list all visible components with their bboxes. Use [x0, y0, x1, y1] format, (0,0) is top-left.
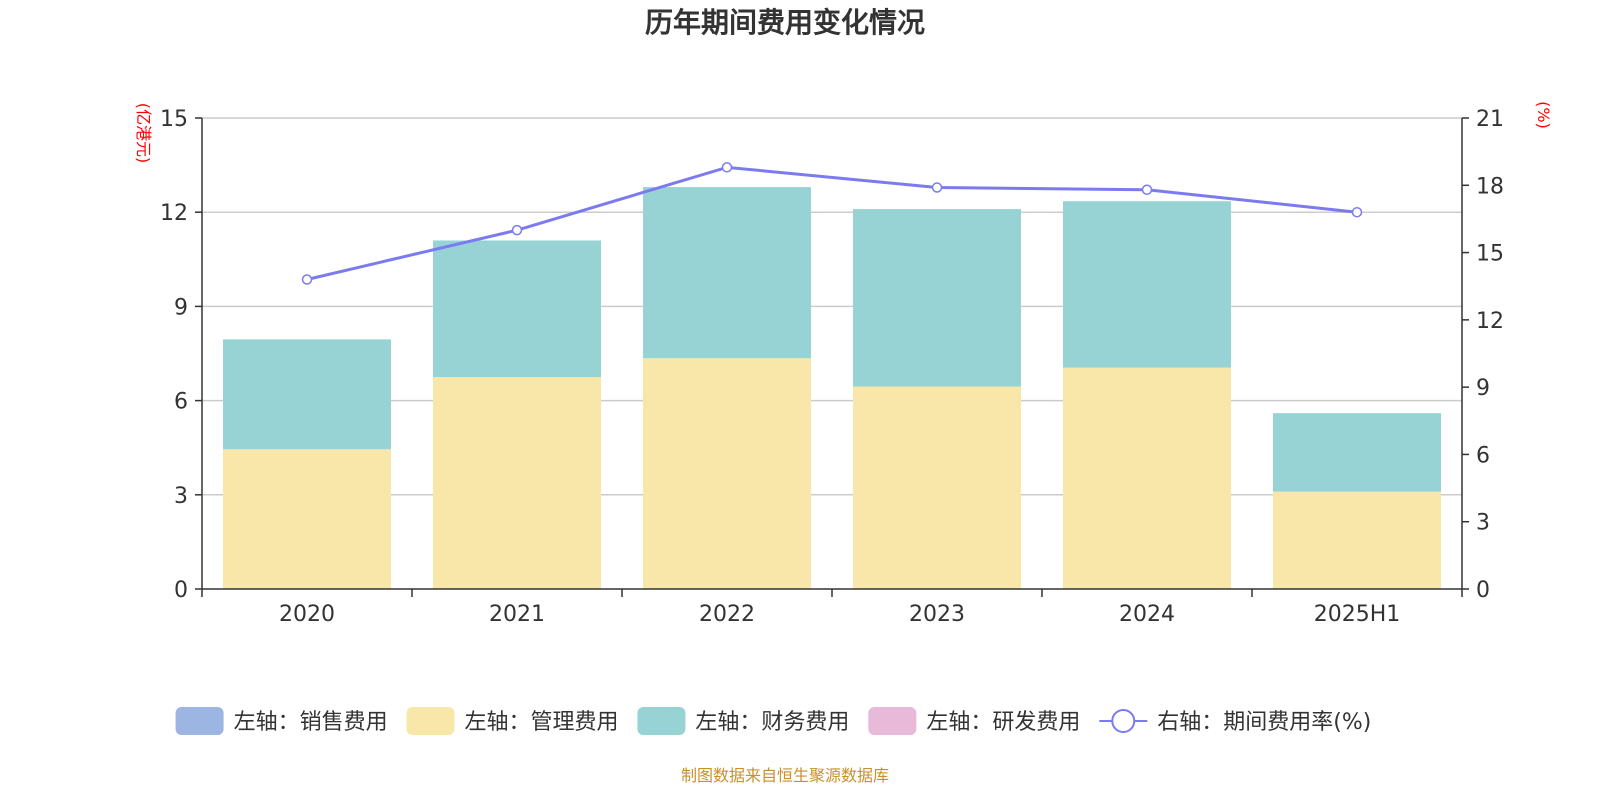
legend: 左轴：销售费用 左轴：管理费用 左轴：财务费用 左轴：研发费用 右轴：期间费用率(%): [175, 707, 1371, 735]
right-tick-label: 21: [1476, 107, 1504, 132]
bar-segment: [1273, 413, 1441, 492]
source-note: 制图数据来自恒生聚源数据库: [681, 766, 889, 785]
rate-point: [931, 182, 943, 193]
legend-swatch: [637, 707, 686, 735]
bars: [223, 187, 1441, 589]
bar-segment: [433, 377, 601, 589]
rate-point: [511, 224, 523, 236]
bar-segment: [1063, 201, 1231, 368]
left-axis-unit: (亿港元): [134, 103, 153, 164]
rate-line: [306, 165, 1358, 281]
bar-segment: [1273, 491, 1441, 589]
right-tick-label: 3: [1476, 511, 1490, 536]
bar-segment: [433, 240, 601, 378]
bar-segment: [643, 358, 811, 589]
bar-segment: [643, 187, 811, 359]
rate-point: [721, 162, 733, 173]
legend-label: 左轴：研发费用: [926, 710, 1080, 735]
left-tick-label: 3: [174, 484, 188, 509]
legend-label: 左轴：销售费用: [234, 710, 388, 735]
x-tick-label: 2020: [279, 602, 335, 627]
legend-label: 左轴：管理费用: [465, 710, 619, 735]
bar-segment: [223, 339, 391, 450]
x-tick-label: 2023: [909, 602, 965, 627]
legend-circle-marker: [1111, 709, 1136, 733]
bar-segment: [1063, 367, 1231, 589]
bar-segment: [853, 209, 1021, 387]
left-tick-label: 9: [174, 295, 188, 320]
chart-title: 历年期间费用变化情况: [645, 6, 925, 39]
legend-label: 右轴：期间费用率(%): [1157, 710, 1371, 735]
bar-segment: [853, 386, 1021, 589]
legend-swatch: [175, 707, 224, 735]
x-tick-label: 2022: [699, 602, 755, 627]
left-tick-label: 0: [174, 578, 188, 603]
line-series: [301, 162, 1363, 285]
right-tick-labels: 0 3 6 9 12 15 18 21: [1476, 107, 1504, 603]
right-tick-label: 15: [1476, 242, 1504, 267]
x-tick-labels: 2020 2021 2022 2023 2024 2025H1: [279, 602, 1400, 627]
legend-label: 左轴：财务费用: [695, 710, 849, 735]
right-tick-label: 18: [1476, 174, 1504, 199]
left-tick-label: 15: [160, 107, 188, 132]
left-tick-label: 12: [160, 201, 188, 226]
legend-swatch: [406, 707, 455, 735]
left-tick-labels: 0 3 6 9 12 15: [160, 107, 188, 603]
rate-point: [1141, 184, 1153, 196]
left-tick-label: 6: [174, 390, 188, 415]
legend-swatch: [868, 707, 917, 735]
x-tick-label: 2021: [489, 602, 545, 627]
right-axis-unit: (%): [1534, 101, 1553, 129]
right-tick-label: 12: [1476, 309, 1504, 334]
rate-point: [301, 274, 313, 285]
axes: [195, 117, 1469, 597]
x-tick-label: 2025H1: [1314, 602, 1401, 627]
rate-point: [1351, 206, 1363, 218]
x-tick-label: 2024: [1119, 602, 1175, 627]
bar-segment: [223, 449, 391, 589]
right-tick-label: 0: [1476, 578, 1490, 603]
right-tick-label: 6: [1476, 443, 1490, 468]
grid-lines: [202, 117, 1462, 496]
right-tick-label: 9: [1476, 376, 1490, 401]
